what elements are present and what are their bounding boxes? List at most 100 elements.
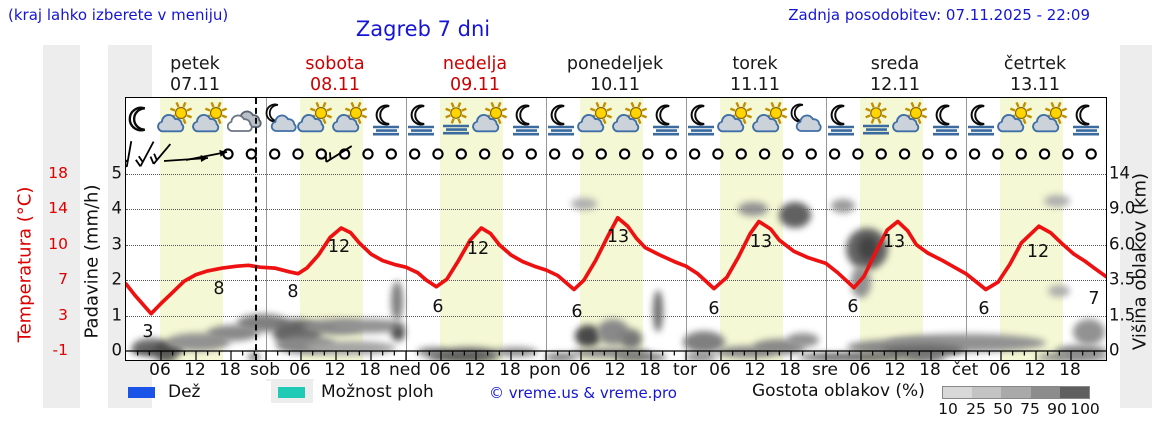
showers-swatch bbox=[278, 387, 305, 398]
day-name: petek bbox=[170, 54, 220, 74]
moon-fog-icon bbox=[682, 102, 720, 138]
temp-tick: 7 bbox=[58, 270, 68, 289]
day-boundary-line bbox=[546, 98, 547, 360]
cloud-blob bbox=[333, 319, 405, 333]
cloud-height-tick: 6.0 bbox=[1109, 234, 1136, 254]
cloud-blob bbox=[545, 353, 577, 360]
moon-fog-icon bbox=[647, 102, 685, 138]
temp-value-label: 12 bbox=[1026, 242, 1050, 262]
day-name: sobota bbox=[305, 54, 365, 74]
day-name: sreda bbox=[870, 54, 920, 74]
precip-tick: 4 bbox=[111, 198, 123, 218]
last-update: Zadnja posodobitev: 07.11.2025 - 22:09 bbox=[788, 6, 1090, 24]
day-boundary-line bbox=[266, 98, 267, 360]
x-tick-label: 18 bbox=[499, 360, 521, 380]
moon-cloud-icon bbox=[787, 102, 825, 138]
cloud-blob bbox=[575, 325, 601, 347]
moon-fog-icon bbox=[1067, 102, 1105, 138]
moon-fog-icon bbox=[822, 102, 860, 138]
precip-tick: 5 bbox=[111, 163, 123, 183]
day-date: 12.11 bbox=[869, 75, 921, 95]
sun-fog-icon bbox=[857, 102, 895, 138]
x-tick-label: 06 bbox=[989, 360, 1011, 380]
page-title: Zagreb 7 dni bbox=[355, 17, 491, 41]
x-tick-label: 12 bbox=[324, 360, 346, 380]
x-tick-label: 18 bbox=[919, 360, 941, 380]
x-tick-label: pon bbox=[529, 360, 561, 380]
temp-tick: 18 bbox=[48, 164, 68, 182]
density-gradient-step bbox=[943, 387, 973, 398]
temp-value-label: 6 bbox=[571, 302, 583, 322]
cloud-blob bbox=[571, 198, 597, 210]
moon-cloud-icon bbox=[262, 102, 300, 138]
sun-cloud-icon bbox=[892, 102, 930, 138]
gridline bbox=[126, 315, 1106, 317]
temp-value-label: 12 bbox=[466, 239, 490, 259]
temp-value-label: 13 bbox=[749, 232, 773, 252]
x-tick-label: 06 bbox=[709, 360, 731, 380]
plot-area: 3 8 8 12 6 12 6 13 6 13 6 13 6 12 7 bbox=[125, 97, 1107, 361]
x-tick-label: 12 bbox=[884, 360, 906, 380]
density-tick-label: 100 bbox=[1070, 400, 1100, 418]
day-boundary-line bbox=[826, 98, 827, 360]
x-tick-label: 12 bbox=[604, 360, 626, 380]
cloud-blob bbox=[417, 347, 449, 357]
x-tick-label: 18 bbox=[779, 360, 801, 380]
cloud-height-tick: 9.0 bbox=[1109, 198, 1136, 218]
temp-value-label: 6 bbox=[978, 299, 990, 319]
sun-cloud-icon bbox=[192, 102, 230, 138]
cloud-blob bbox=[391, 325, 405, 341]
chart-canvas bbox=[126, 141, 1106, 360]
copyright-link[interactable]: © vreme.us & vreme.pro bbox=[489, 384, 677, 402]
density-tick-label: 50 bbox=[993, 400, 1013, 418]
density-gradient-step bbox=[972, 387, 1002, 398]
precip-tick: 2 bbox=[111, 269, 123, 289]
x-tick-label: 18 bbox=[219, 360, 241, 380]
x-tick-label: 12 bbox=[464, 360, 486, 380]
sun-cloud-icon bbox=[577, 102, 615, 138]
density-tick-label: 10 bbox=[938, 400, 958, 418]
cloud-blob bbox=[779, 202, 811, 228]
day-date: 11.11 bbox=[729, 75, 781, 95]
cloud-blob bbox=[831, 199, 855, 213]
day-date: 10.11 bbox=[589, 75, 641, 95]
day-name: nedelja bbox=[442, 54, 508, 74]
temp-value-label: 13 bbox=[882, 232, 906, 252]
cloud-blob bbox=[683, 331, 725, 353]
day-date: 09.11 bbox=[449, 75, 501, 95]
cloud-blob bbox=[798, 353, 908, 360]
moon-fog-icon bbox=[962, 102, 1000, 138]
moon-fog-icon bbox=[507, 102, 545, 138]
x-tick-label: ned bbox=[388, 360, 422, 380]
sun-fog-icon bbox=[437, 102, 475, 138]
cloud-height-tick: 14 bbox=[1109, 163, 1130, 183]
cloud-blob bbox=[787, 333, 819, 347]
showers-label: Možnost ploh bbox=[313, 381, 447, 403]
moon-fog-icon bbox=[927, 102, 965, 138]
bg-stripe bbox=[43, 45, 80, 408]
day-boundary-line bbox=[966, 98, 967, 360]
moon-icon bbox=[126, 102, 160, 138]
gridline bbox=[126, 244, 1106, 246]
rain-swatch bbox=[128, 387, 155, 398]
temp-tick: 3 bbox=[58, 305, 68, 324]
current-time-line bbox=[255, 98, 258, 360]
density-tick-label: 90 bbox=[1047, 400, 1067, 418]
cloud-density-label: Gostota oblakov (%) bbox=[752, 381, 925, 401]
density-gradient-step bbox=[1030, 387, 1060, 398]
cloud-blob bbox=[902, 353, 946, 360]
temp-tick: 14 bbox=[48, 199, 68, 218]
cloud-blob bbox=[738, 202, 768, 216]
sun-cloud-icon bbox=[717, 102, 755, 138]
temp-axis-label: Temperatura (°C) bbox=[14, 186, 36, 343]
cloud-blob bbox=[571, 348, 651, 358]
cloud-height-tick: 3.5 bbox=[1109, 269, 1136, 289]
x-tick-label: sre bbox=[812, 360, 838, 380]
x-tick-label: 12 bbox=[1024, 360, 1046, 380]
density-tick-label: 75 bbox=[1020, 400, 1040, 418]
x-tick-label: 18 bbox=[1059, 360, 1081, 380]
x-tick-label: 06 bbox=[289, 360, 311, 380]
cloud-blob bbox=[1073, 319, 1105, 345]
moon-fog-icon bbox=[542, 102, 580, 138]
cloud-blob bbox=[494, 347, 538, 357]
